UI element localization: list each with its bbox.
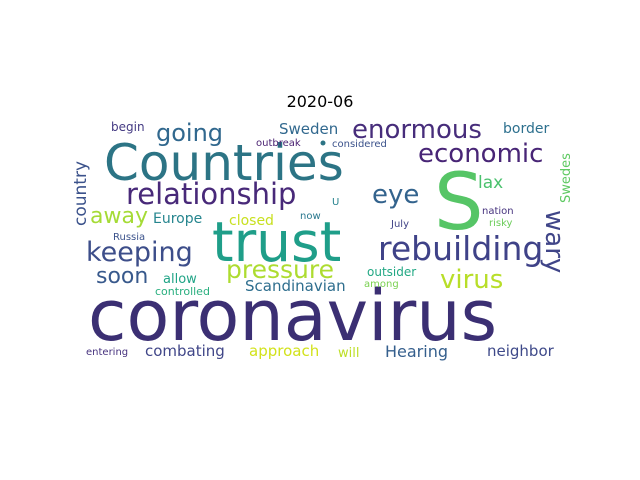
word-relationship: relationship [126,177,296,211]
word-neighbor: neighbor [487,342,555,360]
word-pressure: pressure [226,255,334,284]
word-going: going [156,119,223,147]
word-u: U [332,197,339,208]
word-combating: combating [145,342,225,360]
word-s: S [434,158,484,248]
word-controlled: controlled [155,285,210,298]
word-virus: virus [440,265,503,295]
word-keeping: keeping [86,237,193,268]
dot-mark [320,140,326,146]
word-approach: approach [249,342,319,360]
word-lax: lax [478,173,503,193]
word-countries: Countries [104,134,344,192]
word-rebuilding: rebuilding [378,229,543,268]
word-country: country [71,161,91,226]
word-away: away [90,204,148,229]
word-border: border [503,121,549,137]
word-trust: trust [212,210,341,274]
word-closed: closed [229,213,274,229]
word-considered: considered [332,139,387,150]
word-july: July [390,219,409,230]
word-entering: entering [86,347,128,358]
word-now: now [300,211,321,222]
word-begin: begin [111,120,145,134]
word-eye: eye [372,180,419,210]
word-allow: allow [163,272,197,287]
word-enormous: enormous [352,115,482,145]
word-outsider: outsider [367,265,416,279]
word-russia: Russia [113,232,145,243]
word-swedes: Swedes [559,153,574,203]
word-will: will [338,346,359,361]
word-sweden: Sweden [279,120,338,138]
word-soon: soon [96,264,148,289]
word-scandinavian: Scandinavian [245,277,346,295]
word-wary: wary [539,210,569,273]
word-risky: risky [489,218,513,229]
word-europe: Europe [153,211,202,227]
word-economic: economic [418,139,543,169]
chart-title: 2020-06 [286,92,354,111]
word-coronavirus: coronavirus [88,275,497,357]
word-nation: nation [482,206,514,217]
word-outbreak: outbreak [256,138,301,149]
word-among: among [364,279,399,290]
word-hearing: Hearing [385,342,448,361]
